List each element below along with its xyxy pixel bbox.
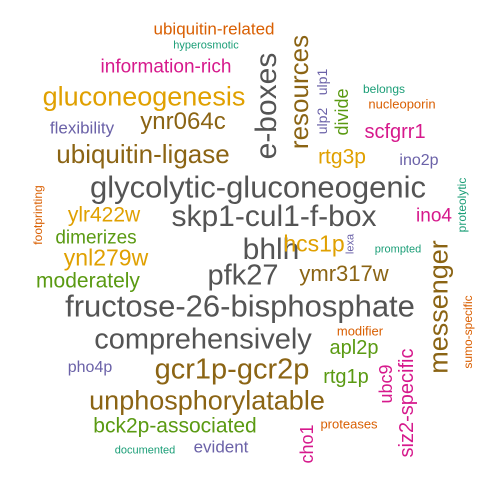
word-bck2p-associated: bck2p-associated: [93, 414, 257, 438]
word-divide: divide: [332, 88, 352, 136]
word-rtg1p: rtg1p: [323, 366, 369, 388]
word-proteolytic: proteolytic: [455, 177, 469, 233]
word-unphosphorylatable: unphosphorylatable: [89, 385, 325, 416]
word-resources: resources: [284, 34, 314, 150]
word-ynr064c: ynr064c: [140, 108, 226, 135]
word-documented: documented: [114, 444, 176, 457]
word-prompted: prompted: [374, 243, 422, 256]
word-fructose-26-bisphosphate: fructose-26-bisphosphate: [65, 288, 415, 324]
word-rtg3p: rtg3p: [318, 145, 366, 169]
word-siz2-specific: siz2-specific: [396, 348, 418, 458]
word-ino4: ino4: [416, 205, 452, 227]
word-scfgrr1: scfgrr1: [364, 121, 426, 143]
word-ynl279w: ynl279w: [63, 244, 149, 271]
word-flexibility: flexibility: [49, 118, 115, 138]
word-nucleoporin: nucleoporin: [368, 96, 436, 112]
word-sumo-specific: sumo-specific: [461, 295, 475, 369]
word-ymr317w: ymr317w: [299, 261, 389, 286]
word-ulp2: ulp2: [314, 107, 330, 135]
word-messenger: messenger: [423, 240, 454, 374]
word-comprehensively: comprehensively: [94, 323, 312, 356]
word-gluconeogenesis: gluconeogenesis: [42, 81, 246, 112]
word-ubc9: ubc9: [376, 364, 396, 404]
word-ylr422w: ylr422w: [67, 203, 141, 227]
word-e-boxes: e-boxes: [250, 52, 283, 160]
word-evident: evident: [193, 437, 249, 457]
word-gcr1p-gcr2p: gcr1p-gcr2p: [154, 353, 310, 386]
word-hyperosmotic: hyperosmotic: [173, 39, 239, 52]
word-belongs: belongs: [362, 82, 406, 96]
word-information-rich: information-rich: [100, 56, 232, 78]
word-pho4p: pho4p: [67, 359, 113, 376]
word-moderately: moderately: [36, 269, 140, 293]
word-glycolytic-gluconeogenic: glycolytic-gluconeogenic: [89, 169, 427, 205]
word-bhlh: bhlh: [242, 233, 300, 266]
word-ubiquitin-related: ubiquitin-related: [153, 19, 275, 39]
word-skp1-cul1-f-box: skp1-cul1-f-box: [171, 200, 377, 233]
word-footprinting: footprinting: [31, 185, 45, 245]
word-pfk27: pfk27: [207, 259, 279, 292]
word-apl2p: apl2p: [329, 337, 379, 359]
word-cho1: cho1: [297, 424, 317, 464]
word-ino2p: ino2p: [399, 152, 439, 169]
word-proteases: proteases: [320, 416, 378, 432]
word-dimerizes: dimerizes: [55, 227, 137, 249]
word-ulp1: ulp1: [314, 68, 330, 96]
word-modifier: modifier: [336, 323, 384, 339]
word-ubiquitin-ligase: ubiquitin-ligase: [56, 139, 230, 169]
word-lexa: lexa: [344, 233, 357, 255]
word-hcs1p: hcs1p: [283, 230, 345, 257]
